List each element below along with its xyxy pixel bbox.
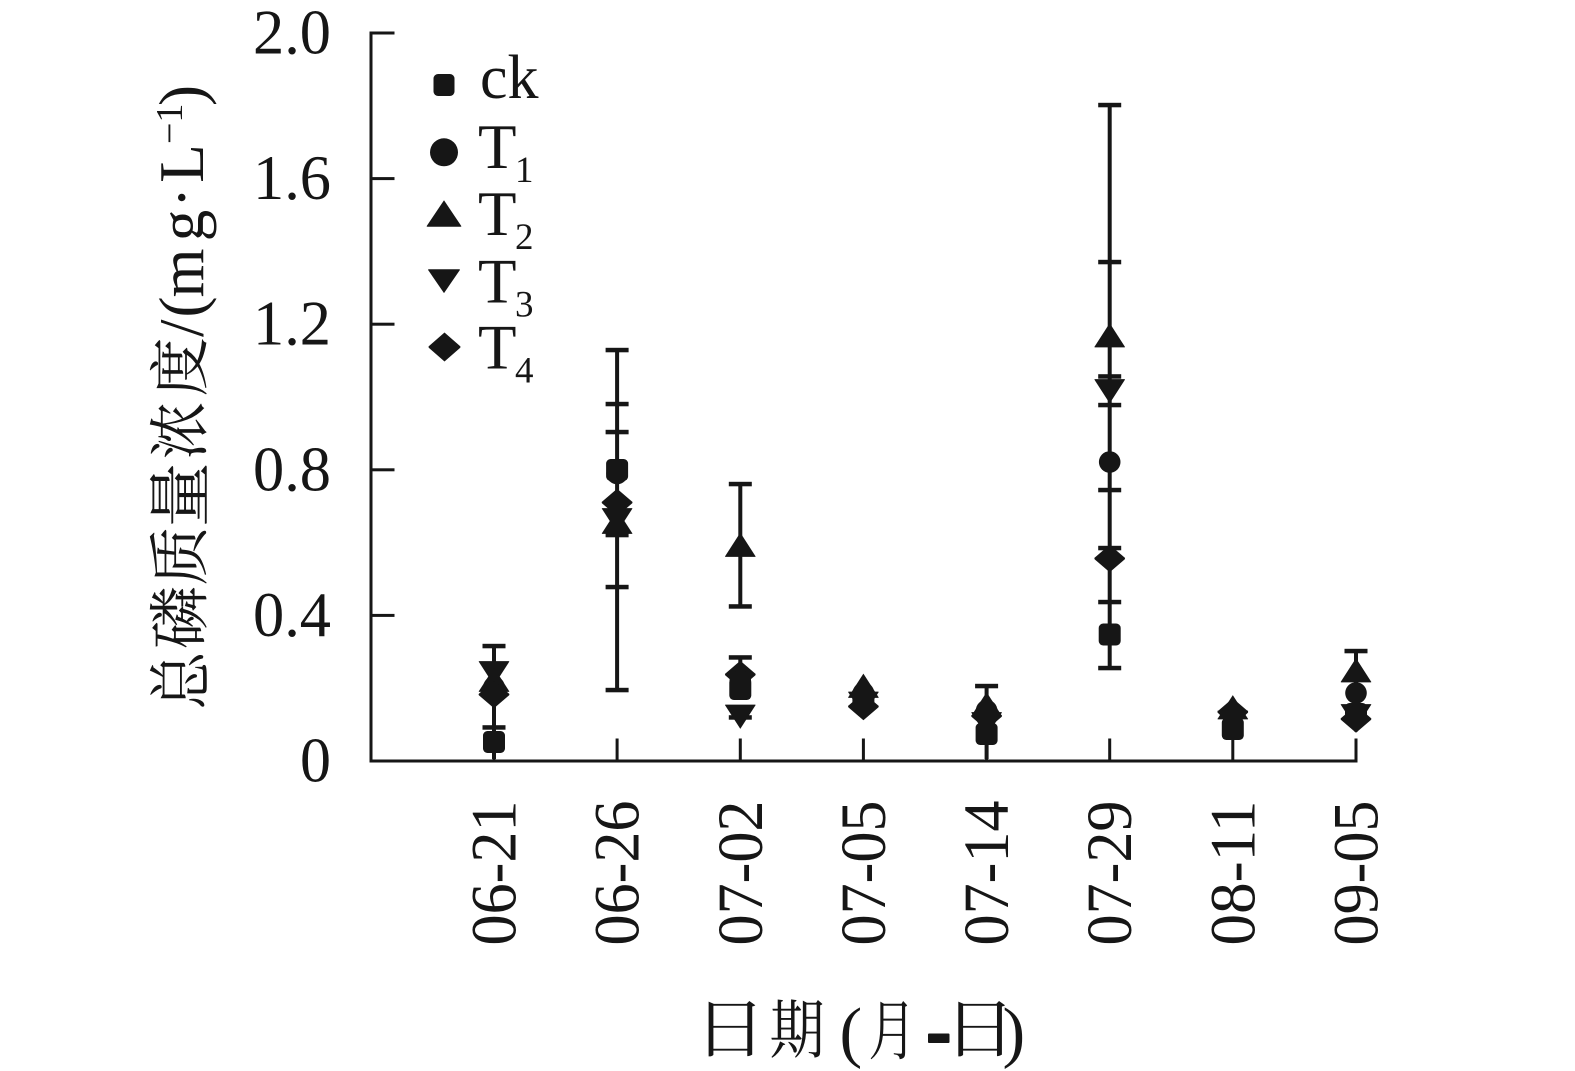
svg-text:/: / [147,319,217,337]
svg-text:T: T [478,112,516,182]
svg-text:07-05: 07-05 [828,801,900,946]
svg-text:ck: ck [480,44,539,112]
svg-text:): ) [1003,994,1026,1070]
svg-text:06-21: 06-21 [459,801,531,946]
svg-text:07-14: 07-14 [951,801,1023,946]
svg-text:1.6: 1.6 [253,142,331,213]
svg-text:m: m [147,248,217,297]
svg-text:1.2: 1.2 [253,288,331,359]
svg-text:2: 2 [515,217,534,258]
svg-text:(: ( [147,297,217,318]
svg-text:07-02: 07-02 [705,801,777,946]
svg-text:−1: −1 [149,104,191,144]
svg-text:L: L [147,144,217,182]
svg-text:g: g [147,210,217,242]
svg-text:07-29: 07-29 [1074,801,1146,946]
svg-text:09-05: 09-05 [1321,801,1393,946]
svg-text:08-11: 08-11 [1197,801,1269,946]
svg-text:): ) [147,85,217,106]
svg-text:0.8: 0.8 [253,433,331,504]
svg-text:·: · [147,187,217,208]
svg-text:06-26: 06-26 [582,801,654,946]
svg-text:3: 3 [515,285,534,326]
svg-text:0: 0 [300,725,331,796]
svg-text:2.0: 2.0 [253,0,331,68]
svg-text:0.4: 0.4 [253,579,331,650]
svg-text:4: 4 [515,351,534,392]
svg-text:T: T [478,247,516,317]
svg-text:T: T [478,313,516,383]
svg-text:1: 1 [515,150,534,191]
svg-text:T: T [478,179,516,249]
svg-text:(: ( [840,994,863,1070]
